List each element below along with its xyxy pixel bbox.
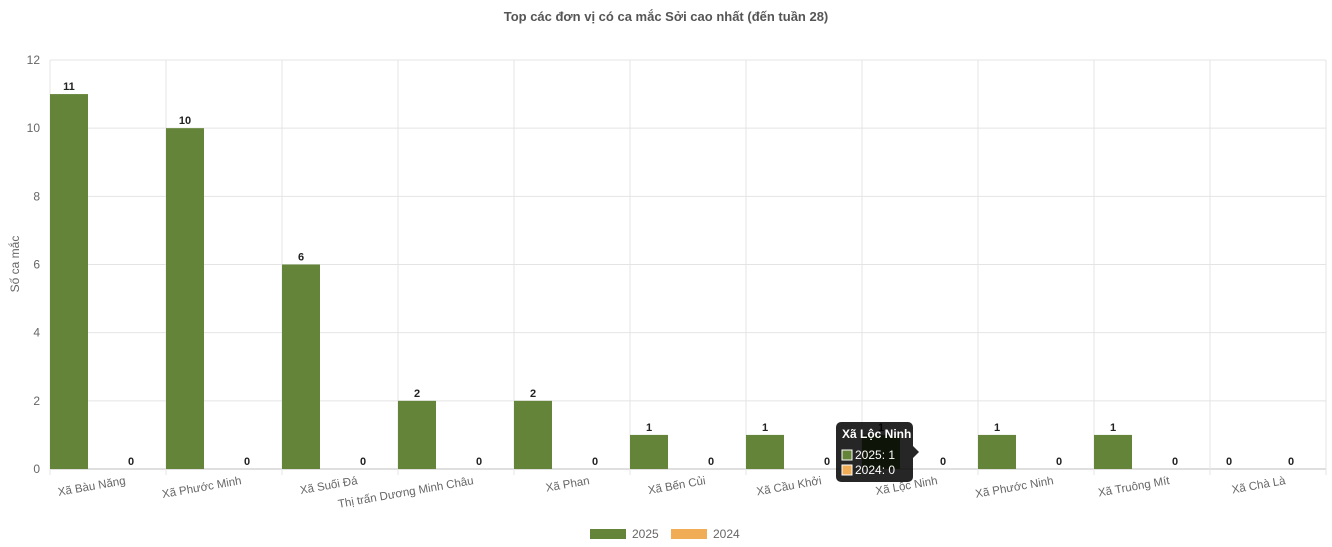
data-label-2024: 0 [128,456,134,468]
data-label-2024: 0 [592,456,598,468]
data-label-2025: 1 [1110,422,1116,434]
data-labels: 110100602020101010101000 [63,81,1294,468]
data-label-2024: 0 [940,456,946,468]
tooltip-swatch [841,464,853,476]
y-tick-label: 6 [33,258,40,272]
data-label-2024: 0 [476,456,482,468]
y-tick-label: 10 [27,121,41,135]
bar-2025[interactable] [978,434,1016,469]
y-tick-label: 2 [33,394,40,408]
data-label-2025: 2 [414,388,420,400]
tooltip-line: 2024: 0 [855,463,895,477]
tooltip-caret [913,446,919,458]
y-tick-label: 0 [33,462,40,476]
x-tick-label: Xã Phan [545,475,591,494]
legend-label[interactable]: 2025 [632,527,659,541]
data-label-2025: 11 [63,81,75,93]
tooltip-title: Xã Lộc Ninh [842,427,911,441]
bar-2025[interactable] [630,434,668,469]
data-label-2025: 10 [179,115,191,127]
x-tick-label: Xã Phước Minh [161,475,242,501]
x-tick-label: Xã Chà Là [1231,475,1287,496]
legend: 2025 2024 [590,527,740,541]
data-label-2024: 0 [708,456,714,468]
bar-2025[interactable] [398,400,436,469]
legend-swatch-2025[interactable] [590,529,626,539]
data-label-2025: 1 [762,422,768,434]
y-tick-label: 12 [27,53,41,67]
bar-2025[interactable] [1094,434,1132,469]
grid [49,59,1327,475]
data-label-2025: 6 [298,252,304,264]
data-label-2024: 0 [360,456,366,468]
x-tick-label: Xã Bến Củi [647,475,706,497]
chart-title: Top các đơn vị có ca mắc Sởi cao nhất (đ… [504,9,829,24]
y-tick-label: 8 [33,189,40,203]
data-label-2025: 1 [994,422,1000,434]
x-tick-label: Xã Phước Ninh [974,475,1054,501]
data-label-2024: 0 [1056,456,1062,468]
x-tick-label: Xã Suối Đá [299,475,359,497]
tooltip-line: 2025: 1 [855,448,895,462]
data-label-2024: 0 [824,456,830,468]
x-tick-label: Thị trấn Dương Minh Châu [337,475,474,511]
data-label-2024: 0 [244,456,250,468]
bar-2025[interactable] [514,400,552,469]
y-tick-label: 4 [33,326,40,340]
data-label-2024: 0 [1172,456,1178,468]
legend-label[interactable]: 2024 [713,527,740,541]
bar-2025[interactable] [166,128,204,469]
tooltip-box [836,422,913,482]
bars [50,94,1132,469]
data-label-2024: 0 [1288,456,1294,468]
data-label-2025: 1 [646,422,652,434]
data-label-2025: 0 [1226,456,1232,468]
data-label-2025: 2 [530,388,536,400]
bar-2025[interactable] [282,264,320,470]
x-tick-label: Xã Truông Mít [1097,475,1171,499]
bar-2025[interactable] [50,94,88,469]
x-tick-label: Xã Cầu Khởi [756,475,823,498]
tooltip-swatch [841,449,853,461]
x-tick-label: Xã Bàu Năng [57,475,126,499]
axes: 0 2 4 6 8 10 12 [27,53,41,476]
y-axis-label: Số ca mắc [7,236,22,293]
bar-2025[interactable] [746,434,784,469]
legend-swatch-2024[interactable] [671,529,707,539]
